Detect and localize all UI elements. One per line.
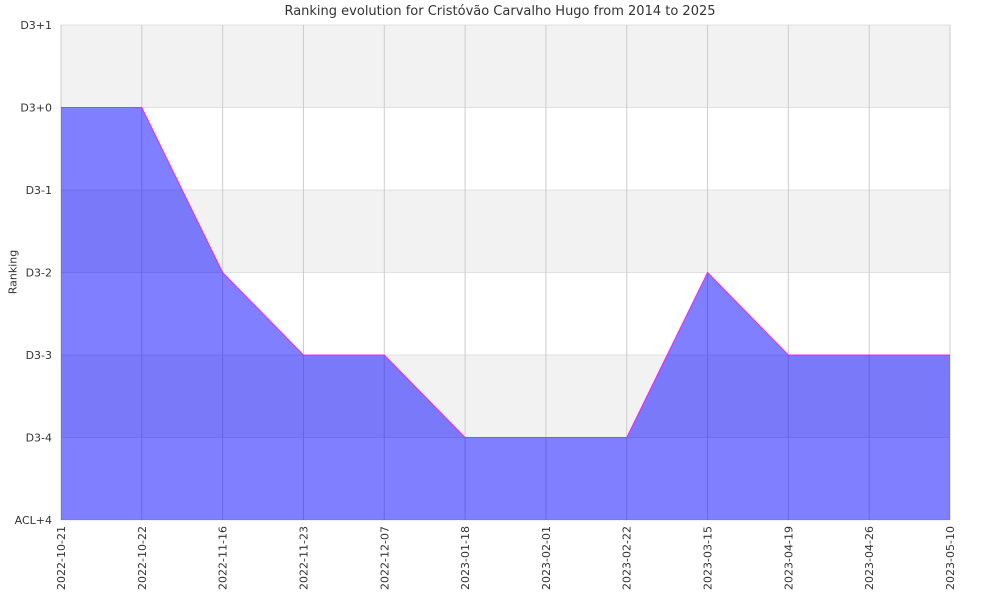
background-band [61, 107, 950, 190]
x-tick-label: 2022-10-22 [136, 526, 149, 590]
x-tick-label: 2023-02-01 [540, 526, 553, 590]
x-tick-label: 2023-02-22 [621, 526, 634, 590]
y-tick-labels: ACL+4 D3-4 D3-3 D3-2 D3-1 D3+0 D3+1 [15, 19, 52, 527]
ranking-area [61, 107, 950, 520]
x-tick-label: 2023-03-15 [702, 526, 715, 590]
x-tick-label: 2023-01-18 [459, 526, 472, 590]
y-tick-label: ACL+4 [15, 514, 52, 527]
x-tick-label: 2023-04-19 [782, 526, 795, 590]
y-tick-label: D3-4 [26, 432, 52, 445]
x-tick-label: 2022-10-21 [55, 526, 68, 590]
ranking-line [61, 107, 950, 438]
background-band [61, 25, 950, 108]
x-tick-label: 2022-12-07 [378, 526, 391, 590]
y-tick-label: D3+1 [20, 19, 52, 32]
area-layer [60, 107, 951, 520]
y-tick-label: D3+0 [20, 102, 52, 115]
y-tick-label: D3-3 [26, 349, 52, 362]
y-tick-label: D3-2 [26, 267, 52, 280]
y-tick-label: D3-1 [26, 184, 52, 197]
x-tick-label: 2022-11-23 [297, 526, 310, 590]
x-tick-label: 2023-05-10 [944, 526, 957, 590]
x-tick-labels: 2022-10-21 2022-10-22 2022-11-16 2022-11-23… [55, 526, 957, 590]
x-tick-label: 2023-04-26 [863, 526, 876, 590]
chart-title: Ranking evolution for Cristóvão Carvalho… [284, 4, 716, 19]
x-tick-label: 2022-11-16 [217, 526, 230, 590]
